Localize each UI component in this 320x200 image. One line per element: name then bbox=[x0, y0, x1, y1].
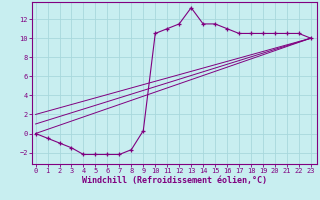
X-axis label: Windchill (Refroidissement éolien,°C): Windchill (Refroidissement éolien,°C) bbox=[82, 176, 267, 185]
